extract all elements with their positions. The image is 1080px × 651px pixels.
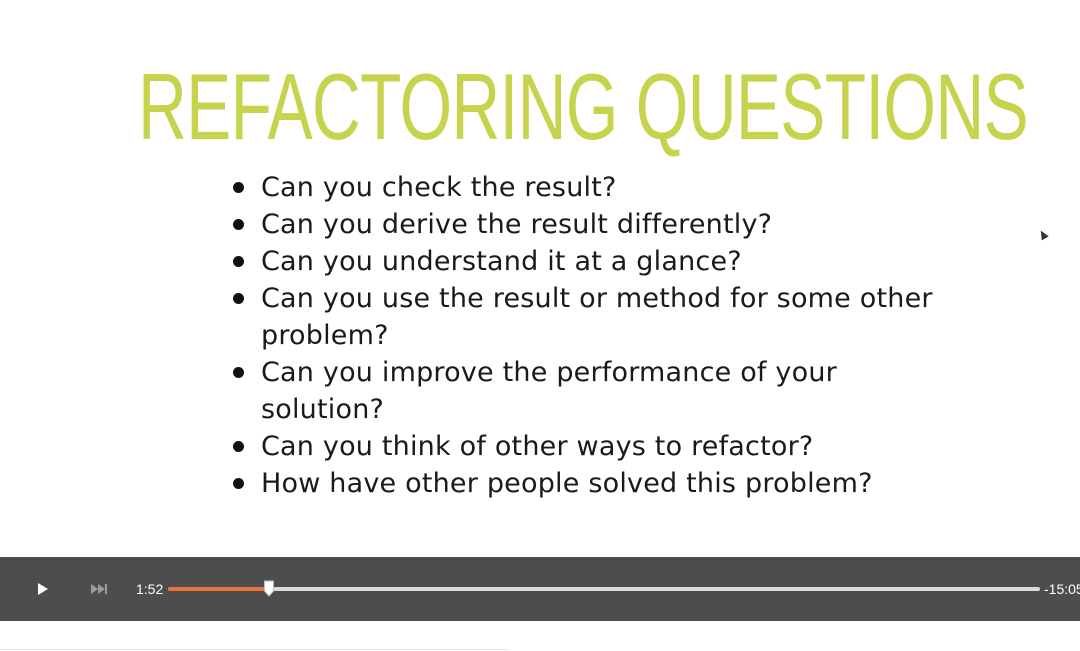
bullet-list: Can you check the result? Can you derive… [233, 169, 953, 502]
control-bar: 1:52 -15:05 [0, 557, 1080, 621]
bullet-text: Can you understand it at a glance? [261, 246, 742, 277]
slide-title: REFACTORING QUESTIONS [138, 54, 1029, 159]
mouse-cursor-icon [1037, 228, 1049, 241]
bullet-text: Can you use the result or method for som… [261, 283, 933, 351]
bullet-item: Can you use the result or method for som… [233, 280, 953, 354]
slide-frame[interactable]: REFACTORING QUESTIONS Can you check the … [0, 0, 1080, 557]
bullet-item: Can you derive the result differently? [233, 206, 953, 243]
scrubber-handle-icon [264, 580, 275, 597]
bullet-dot-icon [233, 219, 244, 230]
progress-fill [168, 587, 270, 591]
bullet-dot-icon [233, 441, 244, 452]
bullet-dot-icon [233, 293, 244, 304]
progress-bar[interactable] [168, 580, 1040, 597]
bullet-item: Can you improve the performance of your … [233, 354, 953, 428]
progress-handle[interactable] [263, 580, 275, 597]
play-icon [38, 583, 48, 595]
bullet-dot-icon [233, 478, 244, 489]
play-button[interactable] [30, 577, 56, 601]
remaining-time: -15:05 [1044, 581, 1080, 597]
bullet-dot-icon [233, 182, 244, 193]
bullet-item: How have other people solved this proble… [233, 465, 953, 502]
bullet-text: Can you derive the result differently? [261, 209, 773, 240]
elapsed-time: 1:52 [136, 581, 164, 597]
skip-forward-icon [91, 584, 107, 594]
bullet-text: Can you check the result? [261, 172, 617, 203]
bullet-dot-icon [233, 367, 244, 378]
bullet-text: How have other people solved this proble… [261, 468, 873, 499]
bullet-item: Can you understand it at a glance? [233, 243, 953, 280]
bullet-text: Can you think of other ways to refactor? [261, 431, 814, 462]
bullet-text: Can you improve the performance of your … [261, 357, 837, 425]
bullet-item: Can you think of other ways to refactor? [233, 428, 953, 465]
divider [0, 649, 508, 650]
bullet-item: Can you check the result? [233, 169, 953, 206]
skip-forward-button[interactable] [86, 577, 112, 601]
bullet-dot-icon [233, 256, 244, 267]
